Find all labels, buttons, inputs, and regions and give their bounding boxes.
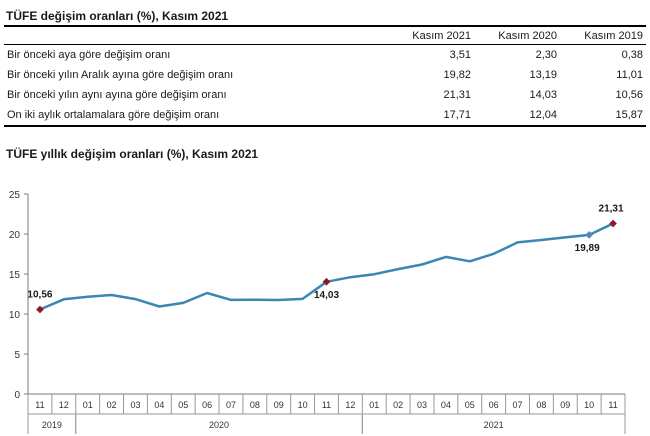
x-tick-label: 10	[584, 400, 594, 410]
x-tick-label: 08	[250, 400, 260, 410]
table-cell: 10,56	[615, 89, 643, 101]
table-cell: 21,31	[443, 89, 471, 101]
table-row: Bir önceki yılın aynı ayına göre değişim…	[4, 85, 646, 105]
y-tick-label: 15	[9, 270, 21, 281]
row-label: Bir önceki yılın aynı ayına göre değişim…	[7, 89, 227, 101]
table-cell: 15,87	[560, 105, 646, 127]
y-tick-label: 5	[14, 350, 20, 361]
table-cell: 17,71	[388, 105, 474, 127]
x-tick-label: 05	[465, 400, 475, 410]
x-tick-label: 06	[202, 400, 212, 410]
table-cell: 13,19	[529, 69, 557, 81]
x-tick-label: 02	[107, 400, 117, 410]
column-header: Kasım 2020	[474, 25, 560, 45]
table-cell: 2,30	[535, 49, 557, 61]
x-tick-label: 12	[59, 400, 69, 410]
table-header-empty	[4, 25, 388, 45]
y-tick-label: 0	[14, 390, 20, 401]
x-tick-label: 10	[298, 400, 308, 410]
table-cell: 14,03	[529, 89, 557, 101]
table-row: Bir önceki yılın Aralık ayına göre değiş…	[4, 65, 646, 85]
table-cell: 0,38	[621, 49, 643, 61]
year-label: 2019	[42, 420, 62, 430]
table-cell: 19,82	[443, 69, 471, 81]
table-header-row: Kasım 2021 Kasım 2020 Kasım 2019	[4, 25, 646, 45]
highlight-marker	[585, 230, 594, 239]
x-tick-label: 04	[441, 400, 451, 410]
y-tick-label: 20	[9, 230, 21, 241]
highlight-marker	[35, 305, 44, 314]
x-tick-label: 12	[345, 400, 355, 410]
data-label: 10,56	[27, 290, 52, 301]
table-cell: 12,04	[474, 105, 560, 127]
x-tick-label: 07	[513, 400, 523, 410]
y-tick-label: 25	[9, 190, 21, 201]
x-tick-label: 04	[154, 400, 164, 410]
x-tick-label: 08	[536, 400, 546, 410]
table-title: TÜFE değişim oranları (%), Kasım 2021	[6, 9, 229, 23]
x-tick-label: 05	[178, 400, 188, 410]
column-header: Kasım 2019	[560, 25, 646, 45]
data-label: 14,03	[314, 290, 339, 301]
x-tick-label: 09	[274, 400, 284, 410]
x-tick-label: 06	[489, 400, 499, 410]
x-tick-label: 01	[369, 400, 379, 410]
data-label: 19,89	[575, 243, 600, 254]
year-label: 2020	[209, 420, 229, 430]
year-label: 2021	[484, 420, 504, 430]
x-tick-label: 07	[226, 400, 236, 410]
table-row: On iki aylık ortalamalara göre değişim o…	[4, 105, 646, 127]
row-label: Bir önceki yılın Aralık ayına göre değiş…	[7, 69, 234, 81]
x-tick-label: 11	[608, 400, 617, 410]
x-tick-label: 03	[417, 400, 427, 410]
x-tick-label: 11	[322, 400, 331, 410]
highlight-marker	[322, 277, 331, 286]
x-tick-label: 02	[393, 400, 403, 410]
x-tick-label: 11	[35, 400, 44, 410]
stats-table: Kasım 2021 Kasım 2020 Kasım 2019 Bir önc…	[4, 25, 646, 127]
x-tick-label: 03	[130, 400, 140, 410]
chart-title: TÜFE yıllık değişim oranları (%), Kasım …	[6, 147, 259, 161]
x-tick-label: 09	[560, 400, 570, 410]
table-cell: 3,51	[449, 49, 471, 61]
column-header: Kasım 2021	[388, 25, 474, 45]
row-label: Bir önceki aya göre değişim oranı	[7, 49, 171, 61]
row-label: On iki aylık ortalamalara göre değişim o…	[4, 105, 388, 127]
table-cell: 11,01	[616, 69, 643, 81]
y-tick-label: 10	[9, 310, 21, 321]
data-label: 21,31	[599, 204, 624, 215]
table-row: Bir önceki aya göre değişim oranı 3,51 2…	[4, 45, 646, 66]
highlight-marker	[609, 219, 618, 228]
x-tick-label: 01	[83, 400, 93, 410]
